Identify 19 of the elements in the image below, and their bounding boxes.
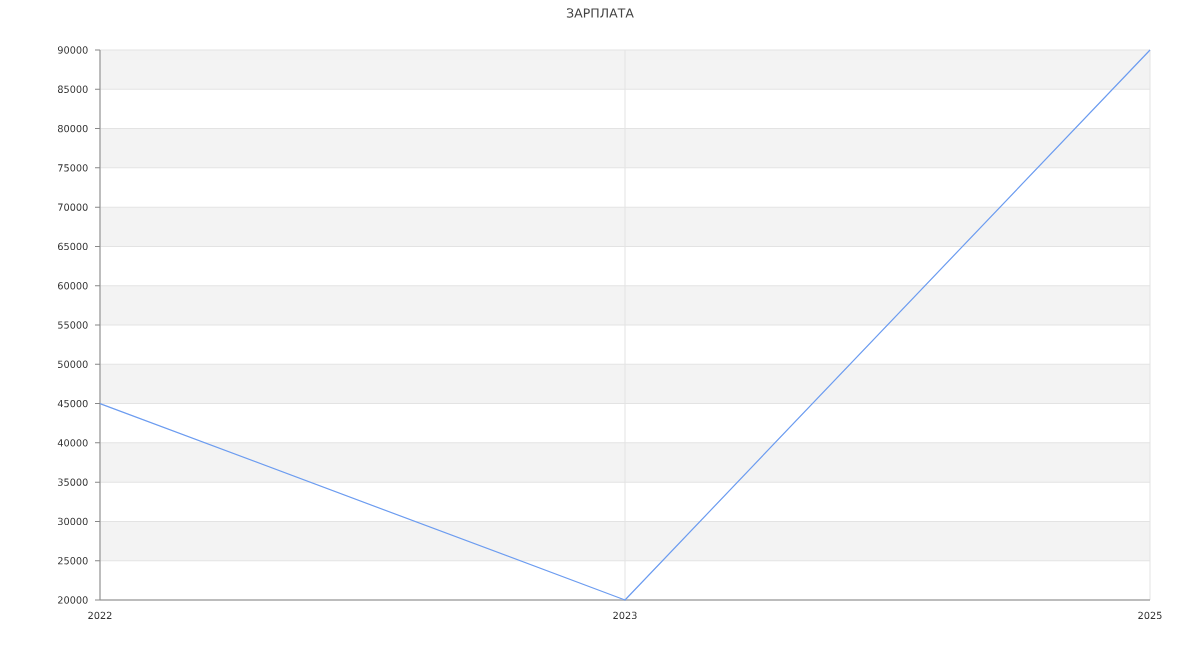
y-tick-label: 75000 xyxy=(58,164,88,172)
y-tick-label: 55000 xyxy=(58,321,88,329)
y-tick-label: 35000 xyxy=(58,478,88,486)
x-tick-label: 2022 xyxy=(88,611,112,620)
y-tick-label: 80000 xyxy=(58,124,88,133)
y-tick-label: 20000 xyxy=(58,596,88,604)
y-tick-label: 60000 xyxy=(58,282,88,290)
y-tick-label: 85000 xyxy=(58,85,88,93)
x-tick-label: 2025 xyxy=(1138,611,1162,620)
y-tick-label: 50000 xyxy=(58,360,88,368)
y-tick-label: 45000 xyxy=(57,399,88,408)
x-tick-label: 2023 xyxy=(613,611,637,620)
y-tick-label: 90000 xyxy=(57,46,88,54)
chart-title: ЗАРПЛАТА xyxy=(566,8,634,18)
y-tick-label: 65000 xyxy=(58,242,88,251)
y-tick-label: 70000 xyxy=(58,203,88,211)
y-tick-label: 30000 xyxy=(58,517,88,526)
y-tick-label: 25000 xyxy=(58,557,88,565)
y-tick-label: 40000 xyxy=(57,439,88,447)
